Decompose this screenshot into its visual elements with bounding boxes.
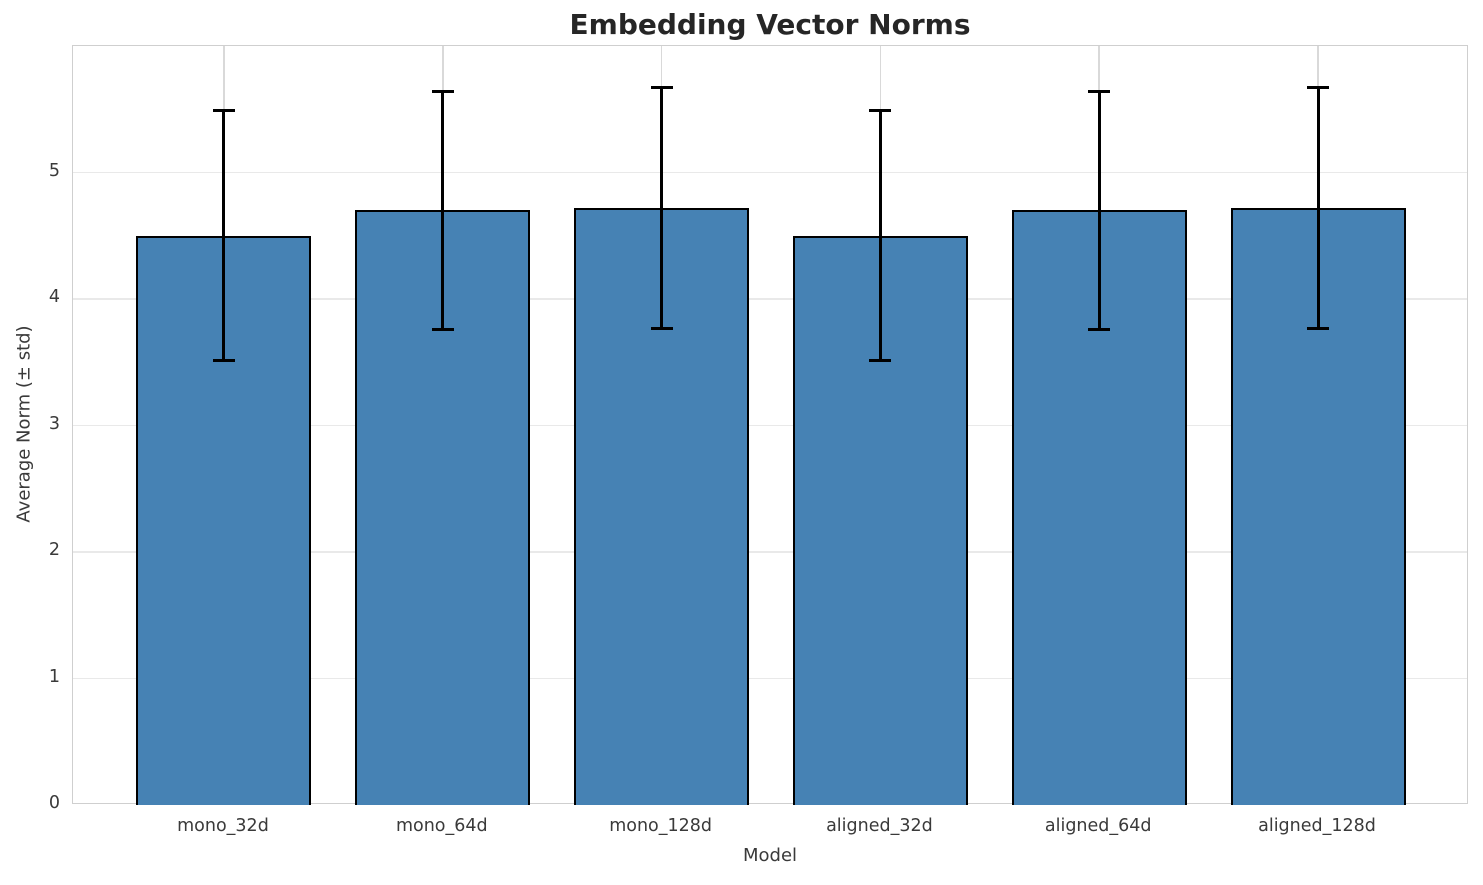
error-bar <box>441 91 445 330</box>
error-bar-cap <box>869 109 892 112</box>
error-bar-cap <box>1307 86 1330 90</box>
error-bar-cap <box>1088 327 1111 331</box>
y-tick-label: 5 <box>48 160 60 181</box>
error-bar-cap <box>1088 90 1111 94</box>
error-bar-cap <box>431 327 454 331</box>
x-tick-label: aligned_64d <box>1044 816 1152 836</box>
x-tick-label: aligned_32d <box>826 816 933 836</box>
error-bar <box>1097 91 1101 330</box>
x-tick-label: aligned_128d <box>1258 816 1376 836</box>
x-axis-label: Model <box>742 845 798 866</box>
error-bar-cap <box>212 109 235 112</box>
error-bar-cap <box>650 326 673 330</box>
error-bar <box>660 87 664 329</box>
x-tick-label: mono_32d <box>177 816 269 836</box>
y-tick-label: 4 <box>48 287 60 307</box>
x-tick-label: mono_64d <box>395 816 488 836</box>
error-bar-cap <box>650 86 673 90</box>
error-bar <box>878 110 882 361</box>
error-bar <box>1316 87 1320 329</box>
gridline-horizontal <box>73 677 1467 680</box>
y-tick-label: 2 <box>48 540 60 560</box>
error-bar <box>222 110 226 361</box>
plot-area <box>72 45 1468 805</box>
gridline-horizontal <box>73 551 1467 553</box>
gridline-horizontal <box>73 424 1467 427</box>
x-tick-label: mono_128d <box>609 816 712 836</box>
error-bar-cap <box>431 90 454 94</box>
error-bar-cap <box>869 359 892 363</box>
gridline-horizontal <box>73 298 1467 300</box>
gridline-horizontal <box>73 171 1467 174</box>
chart-title: Embedding Vector Norms <box>569 8 971 41</box>
y-tick-label: 3 <box>48 413 60 434</box>
y-tick-label: 0 <box>48 793 60 813</box>
error-bar-cap <box>212 359 235 363</box>
error-bar-cap <box>1307 326 1330 330</box>
y-tick-label: 1 <box>48 666 60 687</box>
